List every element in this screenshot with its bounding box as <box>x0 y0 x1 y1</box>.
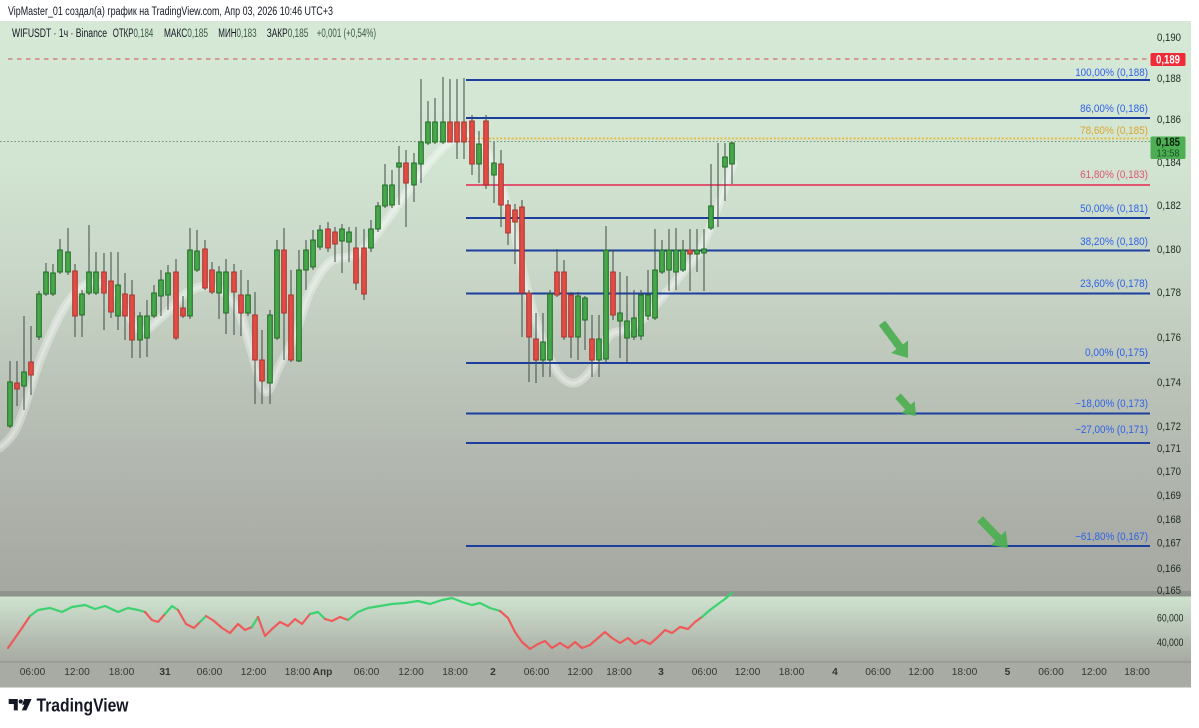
svg-text:0,171: 0,171 <box>1157 443 1181 455</box>
svg-text:−18,00% (0,173): −18,00% (0,173) <box>1075 398 1148 410</box>
svg-text:61,80% (0,183): 61,80% (0,183) <box>1080 169 1148 181</box>
svg-text:06:00: 06:00 <box>524 667 550 678</box>
svg-text:МАКС0,185: МАКС0,185 <box>164 28 208 40</box>
svg-text:WIFUSDT · 1ч · Binance: WIFUSDT · 1ч · Binance <box>12 28 107 40</box>
svg-text:0,168: 0,168 <box>1157 514 1181 526</box>
svg-text:ЗАКР0,185: ЗАКР0,185 <box>267 28 309 40</box>
svg-text:50,00% (0,181): 50,00% (0,181) <box>1080 203 1148 215</box>
svg-text:06:00: 06:00 <box>1038 667 1064 678</box>
svg-text:18:00: 18:00 <box>952 667 978 678</box>
svg-text:0,184: 0,184 <box>1157 157 1181 169</box>
svg-text:78,60% (0,185): 78,60% (0,185) <box>1080 125 1148 137</box>
svg-text:Апр: Апр <box>313 667 333 678</box>
svg-text:60,000: 60,000 <box>1157 613 1184 625</box>
svg-text:18:00: 18:00 <box>1124 667 1150 678</box>
svg-text:0,178: 0,178 <box>1157 287 1181 299</box>
svg-text:0,170: 0,170 <box>1157 466 1181 478</box>
svg-text:12:00: 12:00 <box>398 667 424 678</box>
svg-text:100,00% (0,188): 100,00% (0,188) <box>1075 67 1148 79</box>
svg-text:06:00: 06:00 <box>692 667 718 678</box>
svg-text:0,188: 0,188 <box>1157 73 1181 85</box>
svg-text:12:00: 12:00 <box>908 667 934 678</box>
svg-text:−61,80% (0,167): −61,80% (0,167) <box>1075 531 1148 543</box>
svg-text:23,60% (0,178): 23,60% (0,178) <box>1080 278 1148 290</box>
svg-text:4: 4 <box>832 667 838 678</box>
svg-text:0,189: 0,189 <box>1156 55 1180 67</box>
svg-text:0,169: 0,169 <box>1157 490 1181 502</box>
svg-text:86,00% (0,186): 86,00% (0,186) <box>1080 103 1148 115</box>
svg-text:18:00: 18:00 <box>442 667 468 678</box>
svg-text:12:00: 12:00 <box>567 667 593 678</box>
svg-text:06:00: 06:00 <box>20 667 46 678</box>
svg-text:18:00: 18:00 <box>606 667 632 678</box>
svg-text:2: 2 <box>490 667 496 678</box>
svg-text:18:00: 18:00 <box>109 667 135 678</box>
svg-text:ОТКР0,184: ОТКР0,184 <box>113 28 154 40</box>
svg-text:0,172: 0,172 <box>1157 421 1181 433</box>
svg-text:−27,00% (0,171): −27,00% (0,171) <box>1075 424 1148 436</box>
svg-text:0,185: 0,185 <box>1156 137 1181 149</box>
svg-text:31: 31 <box>159 667 171 678</box>
svg-text:40,000: 40,000 <box>1157 637 1184 649</box>
svg-text:0,186: 0,186 <box>1157 114 1181 126</box>
svg-text:VipMaster_01 создал(а) график: VipMaster_01 создал(а) график на Trading… <box>8 6 333 18</box>
svg-text:18:00: 18:00 <box>779 667 805 678</box>
svg-text:3: 3 <box>658 667 664 678</box>
svg-text:12:00: 12:00 <box>241 667 267 678</box>
svg-text:0,167: 0,167 <box>1157 538 1181 550</box>
svg-text:0,165: 0,165 <box>1157 585 1181 597</box>
svg-text:+0,001 (+0,54%): +0,001 (+0,54%) <box>317 28 376 40</box>
svg-text:12:00: 12:00 <box>735 667 761 678</box>
svg-text:38,20% (0,180): 38,20% (0,180) <box>1080 236 1148 248</box>
svg-text:0,182: 0,182 <box>1157 200 1181 212</box>
svg-text:13:58: 13:58 <box>1157 148 1180 160</box>
svg-text:TradingView: TradingView <box>37 696 130 716</box>
svg-text:12:00: 12:00 <box>64 667 90 678</box>
svg-text:06:00: 06:00 <box>197 667 223 678</box>
svg-text:0,00% (0,175): 0,00% (0,175) <box>1085 347 1148 359</box>
svg-text:0,176: 0,176 <box>1157 332 1181 344</box>
svg-text:12:00: 12:00 <box>1081 667 1107 678</box>
svg-text:0,174: 0,174 <box>1157 377 1181 389</box>
svg-text:0,190: 0,190 <box>1157 32 1181 44</box>
svg-text:18:00: 18:00 <box>285 667 311 678</box>
svg-text:5: 5 <box>1005 667 1011 678</box>
svg-text:0,180: 0,180 <box>1157 244 1181 256</box>
svg-text:06:00: 06:00 <box>354 667 380 678</box>
svg-text:МИН0,183: МИН0,183 <box>218 28 256 40</box>
svg-text:06:00: 06:00 <box>865 667 891 678</box>
svg-text:0,166: 0,166 <box>1157 563 1181 575</box>
